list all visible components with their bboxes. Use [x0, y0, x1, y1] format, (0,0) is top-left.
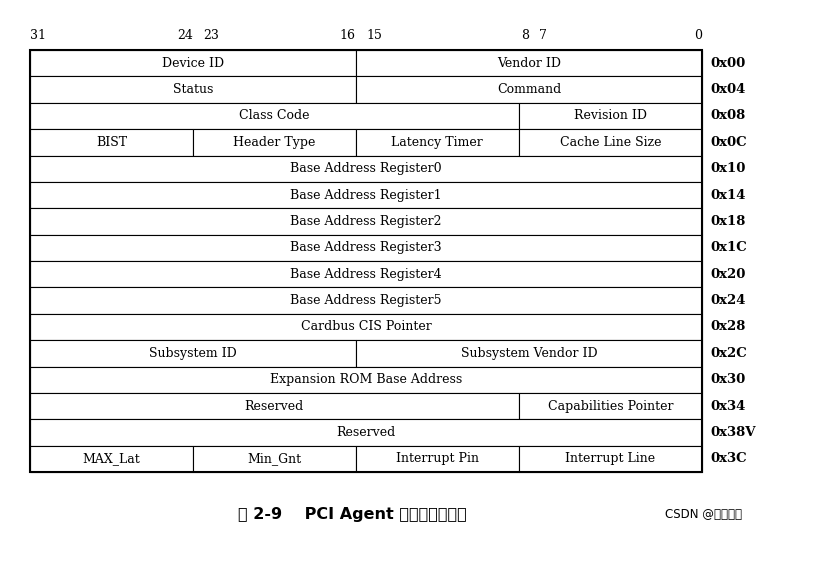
Text: Base Address Register4: Base Address Register4 [290, 268, 442, 280]
Text: 0x20: 0x20 [710, 268, 745, 280]
Bar [519, 445, 702, 472]
Text: Class Code: Class Code [239, 109, 309, 122]
Text: 0: 0 [694, 29, 702, 42]
Text: Expansion ROM Base Address: Expansion ROM Base Address [270, 373, 462, 386]
Text: 0x04: 0x04 [710, 83, 745, 96]
Text: 0x30: 0x30 [710, 373, 745, 386]
Bar [30, 129, 193, 155]
Bar [30, 50, 702, 472]
Text: 23: 23 [203, 29, 219, 42]
Text: Status: Status [173, 83, 213, 96]
Text: Interrupt Line: Interrupt Line [566, 452, 655, 465]
Text: 0x2C: 0x2C [710, 347, 747, 360]
Bar [193, 129, 356, 155]
Text: Cache Line Size: Cache Line Size [560, 136, 661, 149]
Bar [519, 129, 702, 155]
Text: Base Address Register5: Base Address Register5 [290, 294, 442, 307]
Text: Base Address Register0: Base Address Register0 [290, 162, 442, 175]
Text: 0x28: 0x28 [710, 320, 745, 333]
Bar [30, 50, 356, 76]
Bar [30, 261, 702, 287]
Bar [30, 314, 702, 340]
Text: Vendor ID: Vendor ID [497, 57, 561, 70]
Bar [30, 366, 702, 393]
Text: 24: 24 [177, 29, 193, 42]
Bar [30, 393, 519, 419]
Bar [30, 287, 702, 314]
Text: 0x34: 0x34 [710, 399, 745, 412]
Text: 图 2-9    PCI Agent 设备的配置空间: 图 2-9 PCI Agent 设备的配置空间 [238, 507, 466, 522]
Text: 0x24: 0x24 [710, 294, 746, 307]
Text: 0x38V: 0x38V [710, 426, 756, 439]
Text: 0x14: 0x14 [710, 188, 746, 201]
Bar [30, 208, 702, 234]
Bar [356, 445, 519, 472]
Text: Revision ID: Revision ID [574, 109, 647, 122]
Bar [356, 76, 702, 103]
Text: Reserved: Reserved [336, 426, 396, 439]
Text: 16: 16 [339, 29, 356, 42]
Bar [30, 182, 702, 208]
Bar [30, 340, 356, 366]
Text: Device ID: Device ID [162, 57, 224, 70]
Text: 0x3C: 0x3C [710, 452, 747, 465]
Text: Command: Command [497, 83, 561, 96]
Text: 0x10: 0x10 [710, 162, 745, 175]
Bar [519, 393, 702, 419]
Text: Header Type: Header Type [233, 136, 316, 149]
Text: MAX_Lat: MAX_Lat [83, 452, 140, 465]
Text: 0x0C: 0x0C [710, 136, 747, 149]
Text: 0x00: 0x00 [710, 57, 745, 70]
Bar [30, 76, 356, 103]
Text: CSDN @蓝天居士: CSDN @蓝天居士 [665, 508, 742, 521]
Text: Subsystem ID: Subsystem ID [149, 347, 237, 360]
Text: 0x1C: 0x1C [710, 241, 747, 254]
Text: Interrupt Pin: Interrupt Pin [396, 452, 478, 465]
Bar [30, 445, 193, 472]
Bar [356, 50, 702, 76]
Text: 8: 8 [521, 29, 529, 42]
Bar [193, 445, 356, 472]
Text: Cardbus CIS Pointer: Cardbus CIS Pointer [301, 320, 432, 333]
Text: 7: 7 [539, 29, 547, 42]
Bar [356, 340, 702, 366]
Text: Base Address Register1: Base Address Register1 [290, 188, 442, 201]
Bar [519, 103, 702, 129]
Text: Min_Gnt: Min_Gnt [247, 452, 302, 465]
Text: 15: 15 [366, 29, 382, 42]
Text: Capabilities Pointer: Capabilities Pointer [547, 399, 673, 412]
Text: Subsystem Vendor ID: Subsystem Vendor ID [461, 347, 597, 360]
Text: Reserved: Reserved [245, 399, 304, 412]
Text: BIST: BIST [96, 136, 127, 149]
Text: 0x18: 0x18 [710, 215, 745, 228]
Bar [30, 419, 702, 445]
Text: 31: 31 [30, 29, 46, 42]
Bar [30, 234, 702, 261]
Text: 0x08: 0x08 [710, 109, 745, 122]
Text: Base Address Register2: Base Address Register2 [290, 215, 442, 228]
Text: Base Address Register3: Base Address Register3 [290, 241, 442, 254]
Bar [356, 129, 519, 155]
Text: Latency Timer: Latency Timer [391, 136, 484, 149]
Bar [30, 103, 519, 129]
Bar [30, 155, 702, 182]
